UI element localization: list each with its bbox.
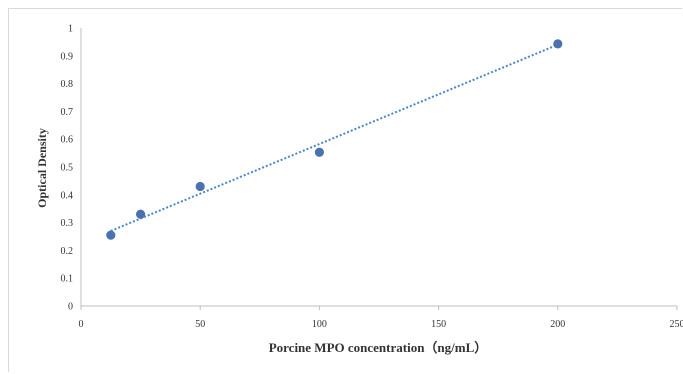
y-tick-label: 0.8 [61, 79, 74, 90]
y-tick-label: 1 [68, 24, 73, 35]
x-tick-label: 250 [670, 319, 683, 330]
x-axis-title: Porcine MPO concentration（ng/mL） [269, 340, 488, 355]
y-tick-label: 0.7 [61, 107, 74, 118]
y-tick-label: 0.1 [61, 274, 74, 285]
y-tick-label: 0.2 [61, 246, 74, 257]
x-tick-label: 100 [312, 319, 327, 330]
x-tick-label: 200 [550, 319, 565, 330]
x-tick-label: 150 [431, 319, 446, 330]
y-axis-title: Optical Density [35, 128, 49, 208]
y-tick-label: 0.4 [61, 190, 74, 201]
data-point [314, 147, 324, 157]
y-tick-label: 0.5 [61, 163, 74, 174]
x-tick-label: 50 [195, 319, 205, 330]
data-point [106, 230, 116, 240]
x-tick-label: 0 [79, 319, 84, 330]
data-point [195, 181, 205, 192]
x-tick-labels: 0 50 100 150 200 250 [79, 319, 683, 330]
data-point [136, 209, 146, 219]
y-tick-label: 0 [68, 302, 73, 313]
data-point [553, 39, 563, 49]
y-tick-label: 0.9 [61, 51, 74, 62]
data-points [106, 39, 563, 240]
chart-frame [8, 8, 682, 372]
x-tick-marks [80, 306, 678, 310]
trendline [110, 43, 559, 232]
y-tick-label: 0.6 [61, 135, 74, 146]
y-tick-labels: 0 0.1 0.2 0.3 0.4 0.5 0.6 0.7 0.8 0.9 1 [61, 24, 74, 313]
y-tick-label: 0.3 [61, 218, 74, 229]
